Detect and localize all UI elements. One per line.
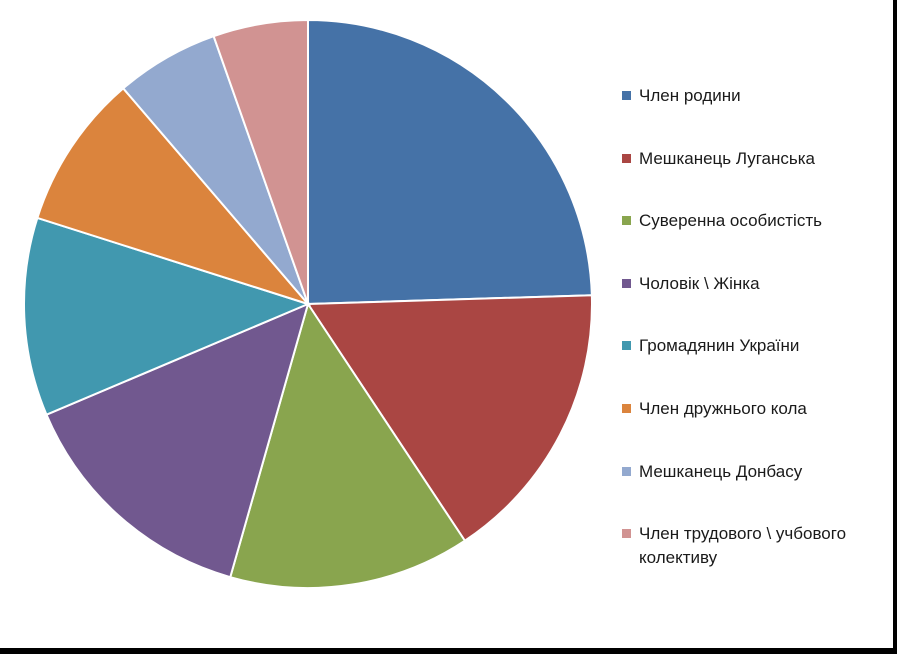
legend-item: Чоловік \ Жінка [622,272,884,335]
legend-label: Член трудового \ учбового колективу [639,524,847,568]
legend-item: Мешканець Донбасу [622,460,884,523]
legend-swatch [622,403,631,413]
legend-label: Громадянин України [639,336,800,356]
legend-swatch [622,466,631,476]
legend-swatch [622,216,631,226]
legend-swatch [622,278,631,288]
legend-item: Член трудового \ учбового колективу [622,522,884,585]
legend-item: Мешканець Луганська [622,147,884,210]
legend-item: Суверенна особистість [622,209,884,272]
legend-label: Мешканець Донбасу [639,461,803,481]
legend-swatch [622,529,631,539]
legend-swatch [622,91,631,100]
legend: Член родини Мешканець Луганська Суверенна … [622,84,884,585]
legend-item: Член дружнього кола [622,397,884,460]
pie-slice [306,294,593,543]
pie-slice [229,301,467,589]
legend-swatch [622,341,631,351]
pie-slice [212,18,309,305]
legend-label: Член родини [639,86,741,105]
legend-item: Член родини [622,84,884,147]
legend-label: Суверенна особистість [639,211,822,231]
pie-slice [36,86,312,307]
legend-label: Член дружнього кола [639,398,807,418]
pie-slice [23,216,311,417]
legend-swatch [622,153,631,163]
legend-label: Чоловік \ Жінка [639,273,760,293]
legend-label: Мешканець Луганська [639,148,816,168]
pie-slice [307,18,593,306]
pie-slice [45,302,310,579]
legend-item: Громадянин України [622,334,884,397]
